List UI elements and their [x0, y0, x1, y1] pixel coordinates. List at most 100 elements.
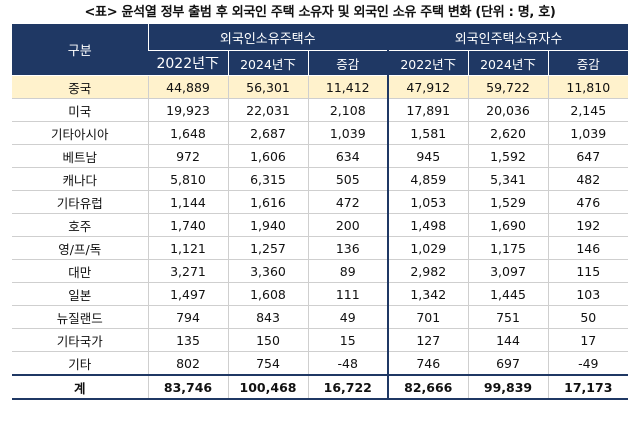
total-row: 계 83,746 100,468 16,722 82,666 99,839 17,173 [12, 374, 629, 400]
cell-value: 99,839 [467, 374, 549, 400]
cell-value: 1,940 [227, 213, 308, 237]
row-label: 계 [12, 374, 148, 400]
cell-value: 19,923 [147, 98, 228, 122]
table-row: 대만 3,271 3,360 89 2,982 3,097 115 [12, 259, 629, 283]
cell-value: 49 [307, 305, 389, 329]
row-label: 기타아시아 [12, 121, 148, 145]
cell-value: 1,039 [547, 121, 629, 145]
cell-value: 1,606 [227, 144, 308, 168]
cell-value: 135 [147, 328, 228, 352]
cell-value: 1,029 [387, 236, 469, 260]
row-label: 일본 [12, 282, 148, 306]
table-row: 영/프/독 1,121 1,257 136 1,029 1,175 146 [12, 236, 629, 260]
cell-value: 22,031 [227, 98, 308, 122]
row-label: 기타유럽 [12, 190, 148, 214]
cell-value: 20,036 [467, 98, 549, 122]
cell-value: 11,810 [547, 75, 629, 99]
cell-value: 5,341 [467, 167, 549, 191]
table-row: 기타국가 135 150 15 127 144 17 [12, 328, 629, 352]
table-row: 호주 1,740 1,940 200 1,498 1,690 192 [12, 213, 629, 237]
cell-value: 103 [547, 282, 629, 306]
cell-value: 1,257 [227, 236, 308, 260]
cell-value: 647 [547, 144, 629, 168]
table-body: 중국 44,889 56,301 11,412 47,912 59,722 11,810 미국… [12, 75, 629, 400]
cell-value: -48 [307, 351, 389, 376]
cell-value: 4,859 [387, 167, 469, 191]
header-sub: 증감 [307, 50, 389, 76]
cell-value: -49 [547, 351, 629, 376]
cell-value: 3,097 [467, 259, 549, 283]
cell-value: 3,360 [227, 259, 308, 283]
table-row: 미국 19,923 22,031 2,108 17,891 20,036 2,145 [12, 98, 629, 122]
cell-value: 1,498 [387, 213, 469, 237]
table-row: 기타 802 754 -48 746 697 -49 [12, 351, 629, 376]
cell-value: 1,592 [467, 144, 549, 168]
cell-value: 1,497 [147, 282, 228, 306]
header-sub: 2022년下 [148, 50, 228, 76]
cell-value: 150 [227, 328, 308, 352]
cell-value: 17 [547, 328, 629, 352]
row-label: 대만 [12, 259, 148, 283]
header-sub: 2024년下 [227, 50, 308, 76]
table-row: 베트남 972 1,606 634 945 1,592 647 [12, 144, 629, 168]
header-category: 구분 [12, 24, 148, 76]
cell-value: 634 [307, 144, 389, 168]
cell-value: 1,053 [387, 190, 469, 214]
table-row: 일본 1,497 1,608 111 1,342 1,445 103 [12, 282, 629, 306]
cell-value: 1,740 [147, 213, 228, 237]
cell-value: 144 [467, 328, 549, 352]
cell-value: 44,889 [147, 75, 228, 99]
row-label: 미국 [12, 98, 148, 122]
cell-value: 945 [387, 144, 469, 168]
cell-value: 3,271 [147, 259, 228, 283]
table-row: 기타아시아 1,648 2,687 1,039 1,581 2,620 1,039 [12, 121, 629, 145]
cell-value: 192 [547, 213, 629, 237]
cell-value: 1,039 [307, 121, 389, 145]
row-label: 기타국가 [12, 328, 148, 352]
cell-value: 17,891 [387, 98, 469, 122]
cell-value: 482 [547, 167, 629, 191]
cell-value: 1,690 [467, 213, 549, 237]
cell-value: 754 [227, 351, 308, 376]
cell-value: 146 [547, 236, 629, 260]
cell-value: 746 [387, 351, 469, 376]
cell-value: 1,616 [227, 190, 308, 214]
cell-value: 111 [307, 282, 389, 306]
cell-value: 1,144 [147, 190, 228, 214]
cell-value: 2,687 [227, 121, 308, 145]
cell-value: 794 [147, 305, 228, 329]
cell-value: 751 [467, 305, 549, 329]
cell-value: 127 [387, 328, 469, 352]
cell-value: 89 [307, 259, 389, 283]
cell-value: 15 [307, 328, 389, 352]
cell-value: 6,315 [227, 167, 308, 191]
cell-value: 2,145 [547, 98, 629, 122]
cell-value: 697 [467, 351, 549, 376]
cell-value: 1,121 [147, 236, 228, 260]
cell-value: 972 [147, 144, 228, 168]
cell-value: 83,746 [147, 374, 228, 400]
header-group-houses: 외국인소유주택수 [147, 24, 389, 51]
cell-value: 47,912 [387, 75, 469, 99]
cell-value: 100,468 [227, 374, 308, 400]
row-label: 기타 [12, 351, 148, 376]
cell-value: 56,301 [227, 75, 308, 99]
cell-value: 472 [307, 190, 389, 214]
table-caption: <표> 윤석열 정부 출범 후 외국인 주택 소유자 및 외국인 소유 주택 변… [84, 5, 556, 20]
cell-value: 1,342 [387, 282, 469, 306]
cell-value: 505 [307, 167, 389, 191]
cell-value: 17,173 [547, 374, 629, 400]
cell-value: 50 [547, 305, 629, 329]
table-row: 기타유럽 1,144 1,616 472 1,053 1,529 476 [12, 190, 629, 214]
cell-value: 200 [307, 213, 389, 237]
cell-value: 476 [547, 190, 629, 214]
row-label: 캐나다 [12, 167, 148, 191]
cell-value: 1,529 [467, 190, 549, 214]
row-label: 베트남 [12, 144, 148, 168]
cell-value: 2,982 [387, 259, 469, 283]
header-sub: 2022년下 [387, 50, 469, 76]
cell-value: 115 [547, 259, 629, 283]
row-label: 뉴질랜드 [12, 305, 148, 329]
cell-value: 802 [147, 351, 228, 376]
cell-value: 16,722 [307, 374, 389, 400]
